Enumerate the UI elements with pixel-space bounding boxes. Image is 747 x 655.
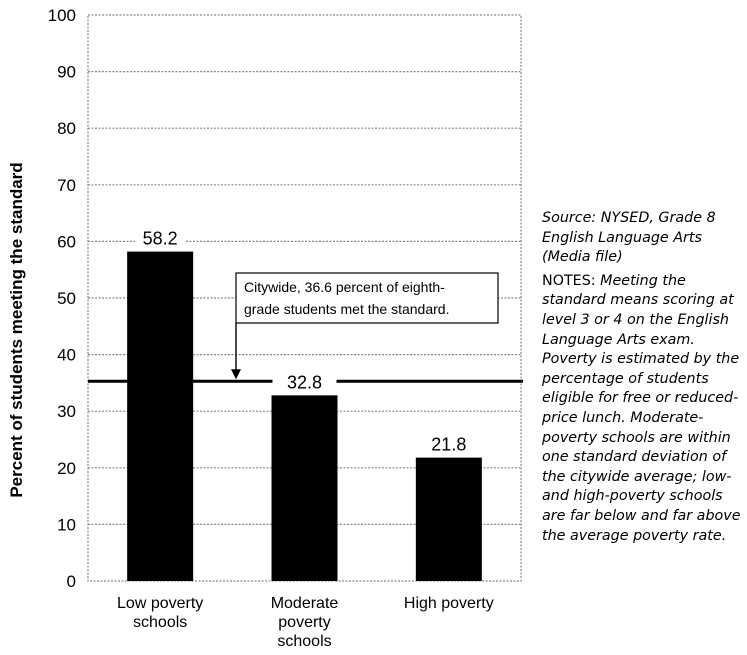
category-labels: Low poverty schools Moderate poverty schools… [117, 595, 494, 650]
data-label: 58.2 [143, 229, 178, 249]
annotation-text: Citywide, 36.6 percent of eighth- [244, 279, 445, 295]
y-tick-label: 70 [57, 176, 76, 195]
bar [271, 395, 338, 581]
data-labels: 58.2 32.8 21.8 [135, 227, 474, 455]
annotation-box [235, 272, 499, 324]
annotation-arrow-head [231, 369, 241, 380]
category-label: Moderate [271, 595, 339, 612]
notes-panel: Source: NYSED, Grade 8 English Language … [542, 209, 747, 546]
data-label-bg [423, 433, 474, 455]
y-tick-label: 30 [57, 402, 76, 421]
y-tick-label: 100 [48, 6, 76, 25]
y-tick-labels: 0 10 20 30 40 50 60 70 80 90 100 [48, 6, 76, 591]
y-axis-label: Percent of students meeting the standard [7, 162, 26, 497]
y-tick-label: 50 [57, 289, 76, 308]
data-label-bg [279, 371, 330, 393]
bar [127, 251, 194, 581]
y-tick-label: 80 [57, 119, 76, 138]
y-tick-label: 20 [57, 459, 76, 478]
category-label: schools [133, 614, 187, 631]
data-label-bg [135, 227, 186, 249]
y-tick-label: 90 [57, 63, 76, 82]
category-label: Low poverty [117, 595, 203, 612]
bar [415, 457, 482, 581]
notes-text: Meeting the standard means scoring at le… [542, 272, 741, 544]
y-tick-label: 10 [57, 515, 76, 534]
y-tick-label: 60 [57, 232, 76, 251]
notes-label: NOTES: [542, 272, 596, 289]
bars [127, 251, 482, 581]
annotation-text: grade students met the standard. [244, 301, 449, 317]
notes-paragraph: NOTES: Meeting the standard means scorin… [542, 272, 747, 546]
category-label: schools [277, 633, 331, 650]
y-tick-label: 40 [57, 346, 76, 365]
citywide-annotation: Citywide, 36.6 percent of eighth-grade s… [231, 272, 499, 380]
data-label: 32.8 [287, 372, 322, 392]
data-label: 21.8 [431, 435, 466, 455]
y-tick-label: 0 [67, 572, 76, 591]
category-label: High poverty [404, 595, 494, 612]
category-label: poverty [278, 614, 330, 631]
source-note: Source: NYSED, Grade 8 English Language … [542, 210, 716, 266]
